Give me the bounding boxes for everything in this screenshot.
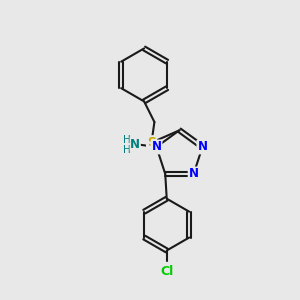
Text: H: H [123,146,130,155]
Text: N: N [189,167,199,180]
Text: Cl: Cl [160,265,173,278]
Text: S: S [147,136,156,149]
Text: N: N [130,137,140,151]
Text: N: N [197,140,207,154]
Text: N: N [152,140,161,154]
Text: H: H [123,136,131,146]
